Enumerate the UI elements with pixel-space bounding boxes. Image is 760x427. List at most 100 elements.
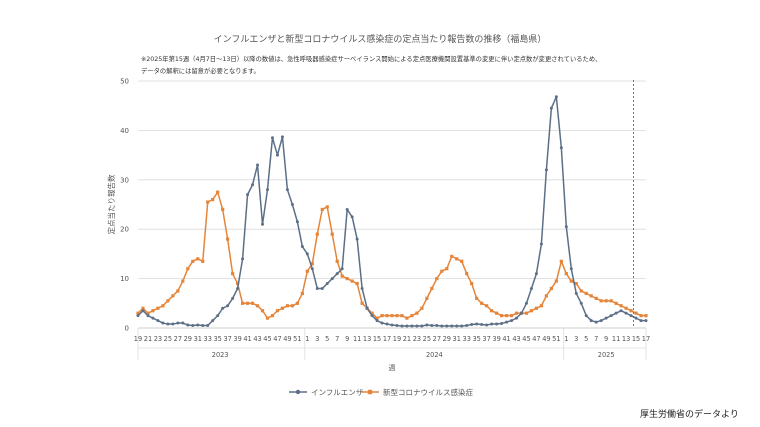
- covid-point: [265, 316, 270, 320]
- influenza-point: [604, 316, 608, 320]
- y-tick-label: 20: [120, 226, 129, 234]
- covid-point: [390, 314, 394, 318]
- covid-point: [644, 314, 648, 318]
- covid-point: [255, 304, 260, 308]
- legend-item-influenza[interactable]: インフルエンザ: [289, 388, 364, 397]
- influenza-point: [206, 324, 210, 328]
- influenza-line: [137, 96, 646, 327]
- influenza-point: [315, 286, 319, 290]
- covid-point: [156, 306, 160, 310]
- legend-covid-label: 新型コロナウイルス感染症: [383, 387, 473, 397]
- covid-point: [509, 314, 514, 318]
- covid-point: [529, 309, 534, 313]
- influenza-point: [221, 306, 225, 310]
- x-tick-label: 49: [283, 335, 291, 343]
- x-tick-label: 47: [273, 335, 281, 343]
- x-tick-label: 11: [612, 335, 620, 343]
- influenza-point: [405, 324, 409, 328]
- covid-point: [275, 309, 280, 313]
- x-tick-label: 15: [632, 335, 640, 343]
- covid-point: [559, 259, 563, 263]
- x-tick-label: 41: [243, 335, 251, 343]
- covid-point: [380, 314, 384, 318]
- covid-point: [435, 277, 439, 281]
- x-tick-label: 51: [552, 335, 560, 343]
- x-tick-label: 25: [423, 335, 431, 343]
- influenza-point: [226, 304, 230, 308]
- x-tick-label: 1: [564, 335, 568, 343]
- influenza-point: [290, 203, 294, 206]
- year-label: 2024: [426, 351, 443, 359]
- influenza-point: [256, 163, 260, 167]
- series-influenza: [136, 95, 648, 328]
- x-tick-label: 5: [584, 335, 588, 343]
- covid-point: [375, 316, 379, 320]
- influenza-point: [629, 314, 633, 318]
- influenza-point: [360, 286, 364, 290]
- influenza-point: [519, 311, 523, 315]
- x-tick-label: 27: [174, 335, 182, 343]
- x-tick-label: 11: [353, 335, 361, 343]
- x-tick-label: 19: [134, 335, 142, 343]
- influenza-point: [490, 322, 494, 326]
- covid-point: [171, 294, 175, 298]
- covid-point: [181, 279, 185, 283]
- x-tick-label: 19: [393, 335, 401, 343]
- note-line-2: データの解釈には留意が必要となります。: [141, 66, 260, 75]
- covid-point: [584, 291, 588, 296]
- influenza-point: [480, 323, 484, 327]
- influenza-point: [231, 296, 235, 300]
- influenza-point: [584, 314, 588, 318]
- source-caption: 厚生労働省のデータより: [640, 408, 739, 420]
- covid-point: [430, 286, 434, 291]
- influenza-point: [146, 314, 150, 318]
- covid-point: [385, 314, 389, 318]
- covid-point: [475, 296, 479, 300]
- influenza-point: [614, 311, 618, 315]
- influenza-point: [574, 291, 578, 295]
- covid-point: [574, 281, 578, 286]
- covid-point: [470, 281, 474, 286]
- covid-point: [285, 304, 290, 308]
- covid-point: [599, 299, 603, 303]
- covid-point: [594, 296, 598, 300]
- x-tick-label: 37: [482, 335, 490, 343]
- x-tick-label: 37: [223, 335, 231, 343]
- covid-point: [350, 279, 354, 283]
- legend-item-covid[interactable]: 新型コロナウイルス感染症: [361, 387, 473, 397]
- covid-point: [624, 306, 628, 310]
- covid-point: [564, 272, 568, 276]
- influenza-point: [569, 267, 573, 271]
- influenza-point: [355, 237, 359, 241]
- y-tick-label: 40: [120, 127, 129, 135]
- x-axis-label: 週: [389, 363, 396, 372]
- x-tick-label: 1: [305, 335, 309, 343]
- influenza-point: [151, 316, 155, 320]
- x-tick-label: 45: [263, 335, 271, 343]
- x-tick-label: 43: [253, 335, 261, 343]
- covid-point: [196, 257, 200, 261]
- covid-point: [315, 232, 319, 236]
- year-labels: 2023 2024 2025: [212, 351, 615, 359]
- covid-point: [544, 294, 548, 298]
- x-tick-label: 7: [594, 335, 598, 343]
- influenza-point: [241, 257, 245, 261]
- influenza-point: [450, 324, 454, 328]
- legend: インフルエンザ 新型コロナウイルス感染症: [289, 387, 473, 397]
- covid-point: [480, 301, 484, 305]
- influenza-point: [619, 309, 623, 313]
- x-tick-label: 43: [512, 335, 520, 343]
- covid-point: [211, 197, 215, 202]
- covid-point: [245, 301, 250, 305]
- y-tick-label: 30: [120, 176, 129, 184]
- influenza-point: [330, 277, 334, 281]
- y-tick-label: 0: [125, 325, 129, 333]
- covid-point: [539, 304, 544, 308]
- y-axis-label: 定点当たり報告数: [106, 174, 116, 234]
- x-tick-label: 51: [293, 335, 301, 343]
- influenza-point: [505, 320, 509, 324]
- legend-influenza-label: インフルエンザ: [311, 388, 364, 397]
- influenza-point: [644, 319, 648, 323]
- influenza-point: [410, 324, 414, 328]
